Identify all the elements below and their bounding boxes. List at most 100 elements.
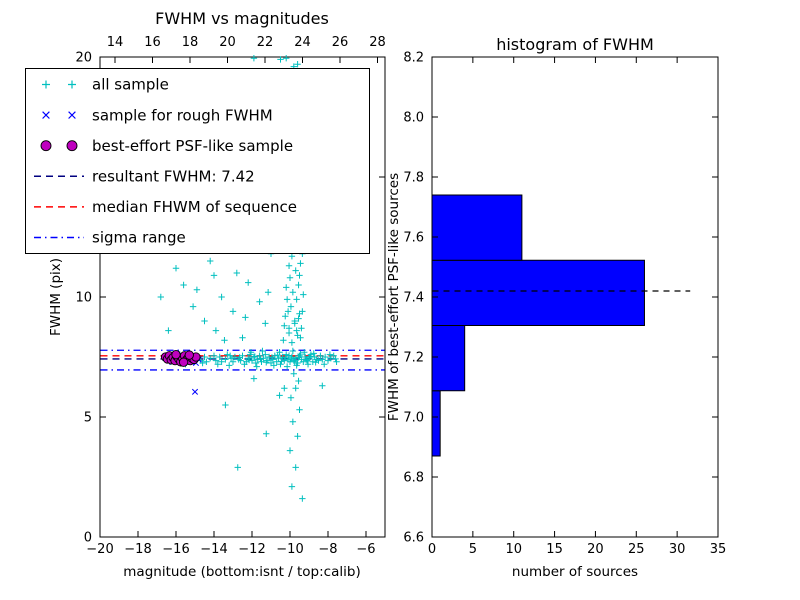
plus-marker (257, 355, 264, 363)
plus-marker (291, 358, 298, 365)
left-plot: FWHM vs magnitudes magnitude (bottom:isn… (25, 9, 386, 580)
x-tick-label: 5 (469, 542, 477, 557)
hist-bar-0 (431, 390, 441, 457)
plus-marker (250, 375, 258, 382)
plus-marker (292, 464, 299, 471)
left-plot-title: FWHM vs magnitudes (155, 9, 329, 28)
plus-marker (282, 354, 289, 362)
plus-marker (295, 377, 302, 385)
plus-marker (277, 56, 284, 63)
plus-marker (234, 464, 241, 471)
plus-marker (279, 353, 286, 361)
plus-marker (292, 267, 299, 274)
top-axis-tick-label: 22 (257, 35, 274, 50)
plus-marker (287, 303, 295, 310)
right-plot-ylabel: FWHM of best-effort PSF-like sources (386, 173, 402, 421)
top-axis-tick-label: 14 (107, 35, 124, 50)
plus-marker (226, 352, 234, 359)
plus-marker (293, 327, 300, 334)
plus-marker (222, 401, 229, 409)
plus-marker (199, 359, 206, 367)
legend-label: resultant FWHM: 7.42 (92, 168, 255, 186)
plus-marker (285, 352, 293, 359)
legend: all sample sample for rough FWHM best-effo… (25, 68, 370, 254)
plus-marker (245, 279, 252, 286)
plus-marker (284, 308, 292, 315)
plus-marker (260, 355, 267, 362)
plus-marker (201, 353, 208, 361)
plus-marker (301, 349, 308, 356)
x-tick-label: 15 (546, 542, 563, 557)
plus-marker (321, 353, 329, 361)
plus-marker (245, 356, 253, 364)
top-axis-tick-label: 16 (144, 35, 161, 50)
plus-marker (289, 347, 297, 355)
hist-bar-3 (431, 194, 523, 261)
plus-marker (277, 361, 284, 368)
x-tick-label: 20 (587, 542, 604, 557)
plus-marker (233, 269, 240, 277)
plus-marker (165, 327, 172, 334)
plus-marker (263, 430, 270, 437)
plus-marker (333, 358, 340, 365)
legend-circle-marker (66, 140, 78, 152)
y-tick-label: 6.6 (403, 531, 424, 546)
plus-marker (306, 353, 314, 360)
legend-x-marker (68, 111, 76, 119)
plus-marker (252, 359, 259, 367)
plus-marker (293, 296, 300, 303)
plus-marker (283, 363, 291, 370)
plus-marker (242, 314, 249, 321)
plus-marker (304, 361, 312, 368)
plus-marker (310, 350, 317, 357)
plus-marker (250, 55, 258, 62)
plus-marker (297, 260, 304, 267)
legend-plus-marker (68, 80, 76, 89)
plus-marker (287, 355, 295, 363)
plus-marker (300, 291, 307, 298)
plus-marker (264, 289, 272, 296)
plus-marker (251, 353, 259, 360)
y-tick-label: 7.2 (403, 351, 424, 366)
plus-marker (214, 361, 221, 368)
plus-marker (157, 293, 164, 301)
x-tick-label: −16 (162, 542, 189, 557)
plus-marker (253, 363, 260, 370)
right-axes-box (431, 56, 719, 538)
plus-marker (262, 320, 269, 327)
y-tick-label: 7.0 (403, 411, 424, 426)
x-tick-label: 30 (669, 542, 686, 557)
plus-marker (289, 289, 297, 296)
plus-marker (326, 351, 334, 358)
plus-marker (241, 361, 248, 368)
plus-marker (281, 322, 288, 329)
plus-marker (287, 394, 295, 401)
plus-marker (275, 355, 282, 362)
histogram-bars (431, 194, 645, 457)
x-tick-label: −18 (124, 542, 151, 557)
plus-marker (256, 298, 263, 305)
plus-marker (203, 358, 210, 365)
plus-marker (193, 286, 201, 293)
plus-marker (288, 483, 296, 490)
plus-marker (286, 274, 294, 281)
plus-marker (286, 447, 294, 454)
legend-plus-marker (42, 80, 50, 89)
y-tick-label: 7.4 (403, 291, 424, 306)
x-tick-label: 0 (428, 542, 436, 557)
y-tick-label: 0 (84, 531, 92, 546)
plus-marker (294, 61, 301, 68)
circle-marker (178, 357, 189, 367)
right-plot: histogram of FWHM number of sources FWHM… (386, 35, 726, 580)
top-axis-tick-label: 20 (219, 35, 236, 50)
plus-marker (295, 281, 302, 289)
right-plot-ticks: 0 5 10 15 20 25 30 35 6.6 6.8 7.0 7.2 7.4 7.6 7.8 8.0 8.… (403, 51, 726, 558)
plus-marker (290, 370, 297, 377)
plus-marker (226, 362, 233, 369)
plus-marker (224, 351, 231, 358)
plus-marker (302, 356, 310, 363)
legend-label: all sample (92, 76, 169, 94)
plus-marker (312, 359, 319, 366)
plus-marker (288, 339, 296, 346)
plus-marker (237, 357, 244, 364)
